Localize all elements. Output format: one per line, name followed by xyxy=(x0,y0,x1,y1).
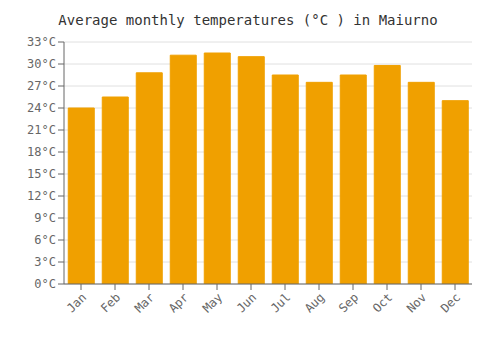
svg-text:Jul: Jul xyxy=(268,290,293,315)
svg-text:18°C: 18°C xyxy=(27,145,56,159)
svg-text:Aug: Aug xyxy=(302,290,327,315)
svg-text:30°C: 30°C xyxy=(27,57,56,71)
svg-text:Mar: Mar xyxy=(132,290,157,315)
svg-text:9°C: 9°C xyxy=(34,211,56,225)
svg-text:21°C: 21°C xyxy=(27,123,56,137)
svg-text:Dec: Dec xyxy=(438,290,463,315)
svg-text:Jan: Jan xyxy=(64,290,89,315)
svg-text:Sep: Sep xyxy=(336,290,361,315)
svg-text:24°C: 24°C xyxy=(27,101,56,115)
svg-text:6°C: 6°C xyxy=(34,233,56,247)
svg-text:0°C: 0°C xyxy=(34,277,56,291)
svg-text:Apr: Apr xyxy=(166,290,191,315)
svg-text:33°C: 33°C xyxy=(27,35,56,49)
svg-text:27°C: 27°C xyxy=(27,79,56,93)
svg-text:15°C: 15°C xyxy=(27,167,56,181)
svg-text:May: May xyxy=(200,290,225,315)
svg-text:Nov: Nov xyxy=(404,290,429,315)
svg-text:12°C: 12°C xyxy=(27,189,56,203)
html-text:Average monthly temperatures (: Average monthly temperatures (°C ) in Ma… xyxy=(58,12,438,28)
svg-text:Jun: Jun xyxy=(234,290,259,315)
svg-text:Feb: Feb xyxy=(98,290,123,315)
svg-text:Oct: Oct xyxy=(370,290,395,315)
svg-text:3°C: 3°C xyxy=(34,255,56,269)
